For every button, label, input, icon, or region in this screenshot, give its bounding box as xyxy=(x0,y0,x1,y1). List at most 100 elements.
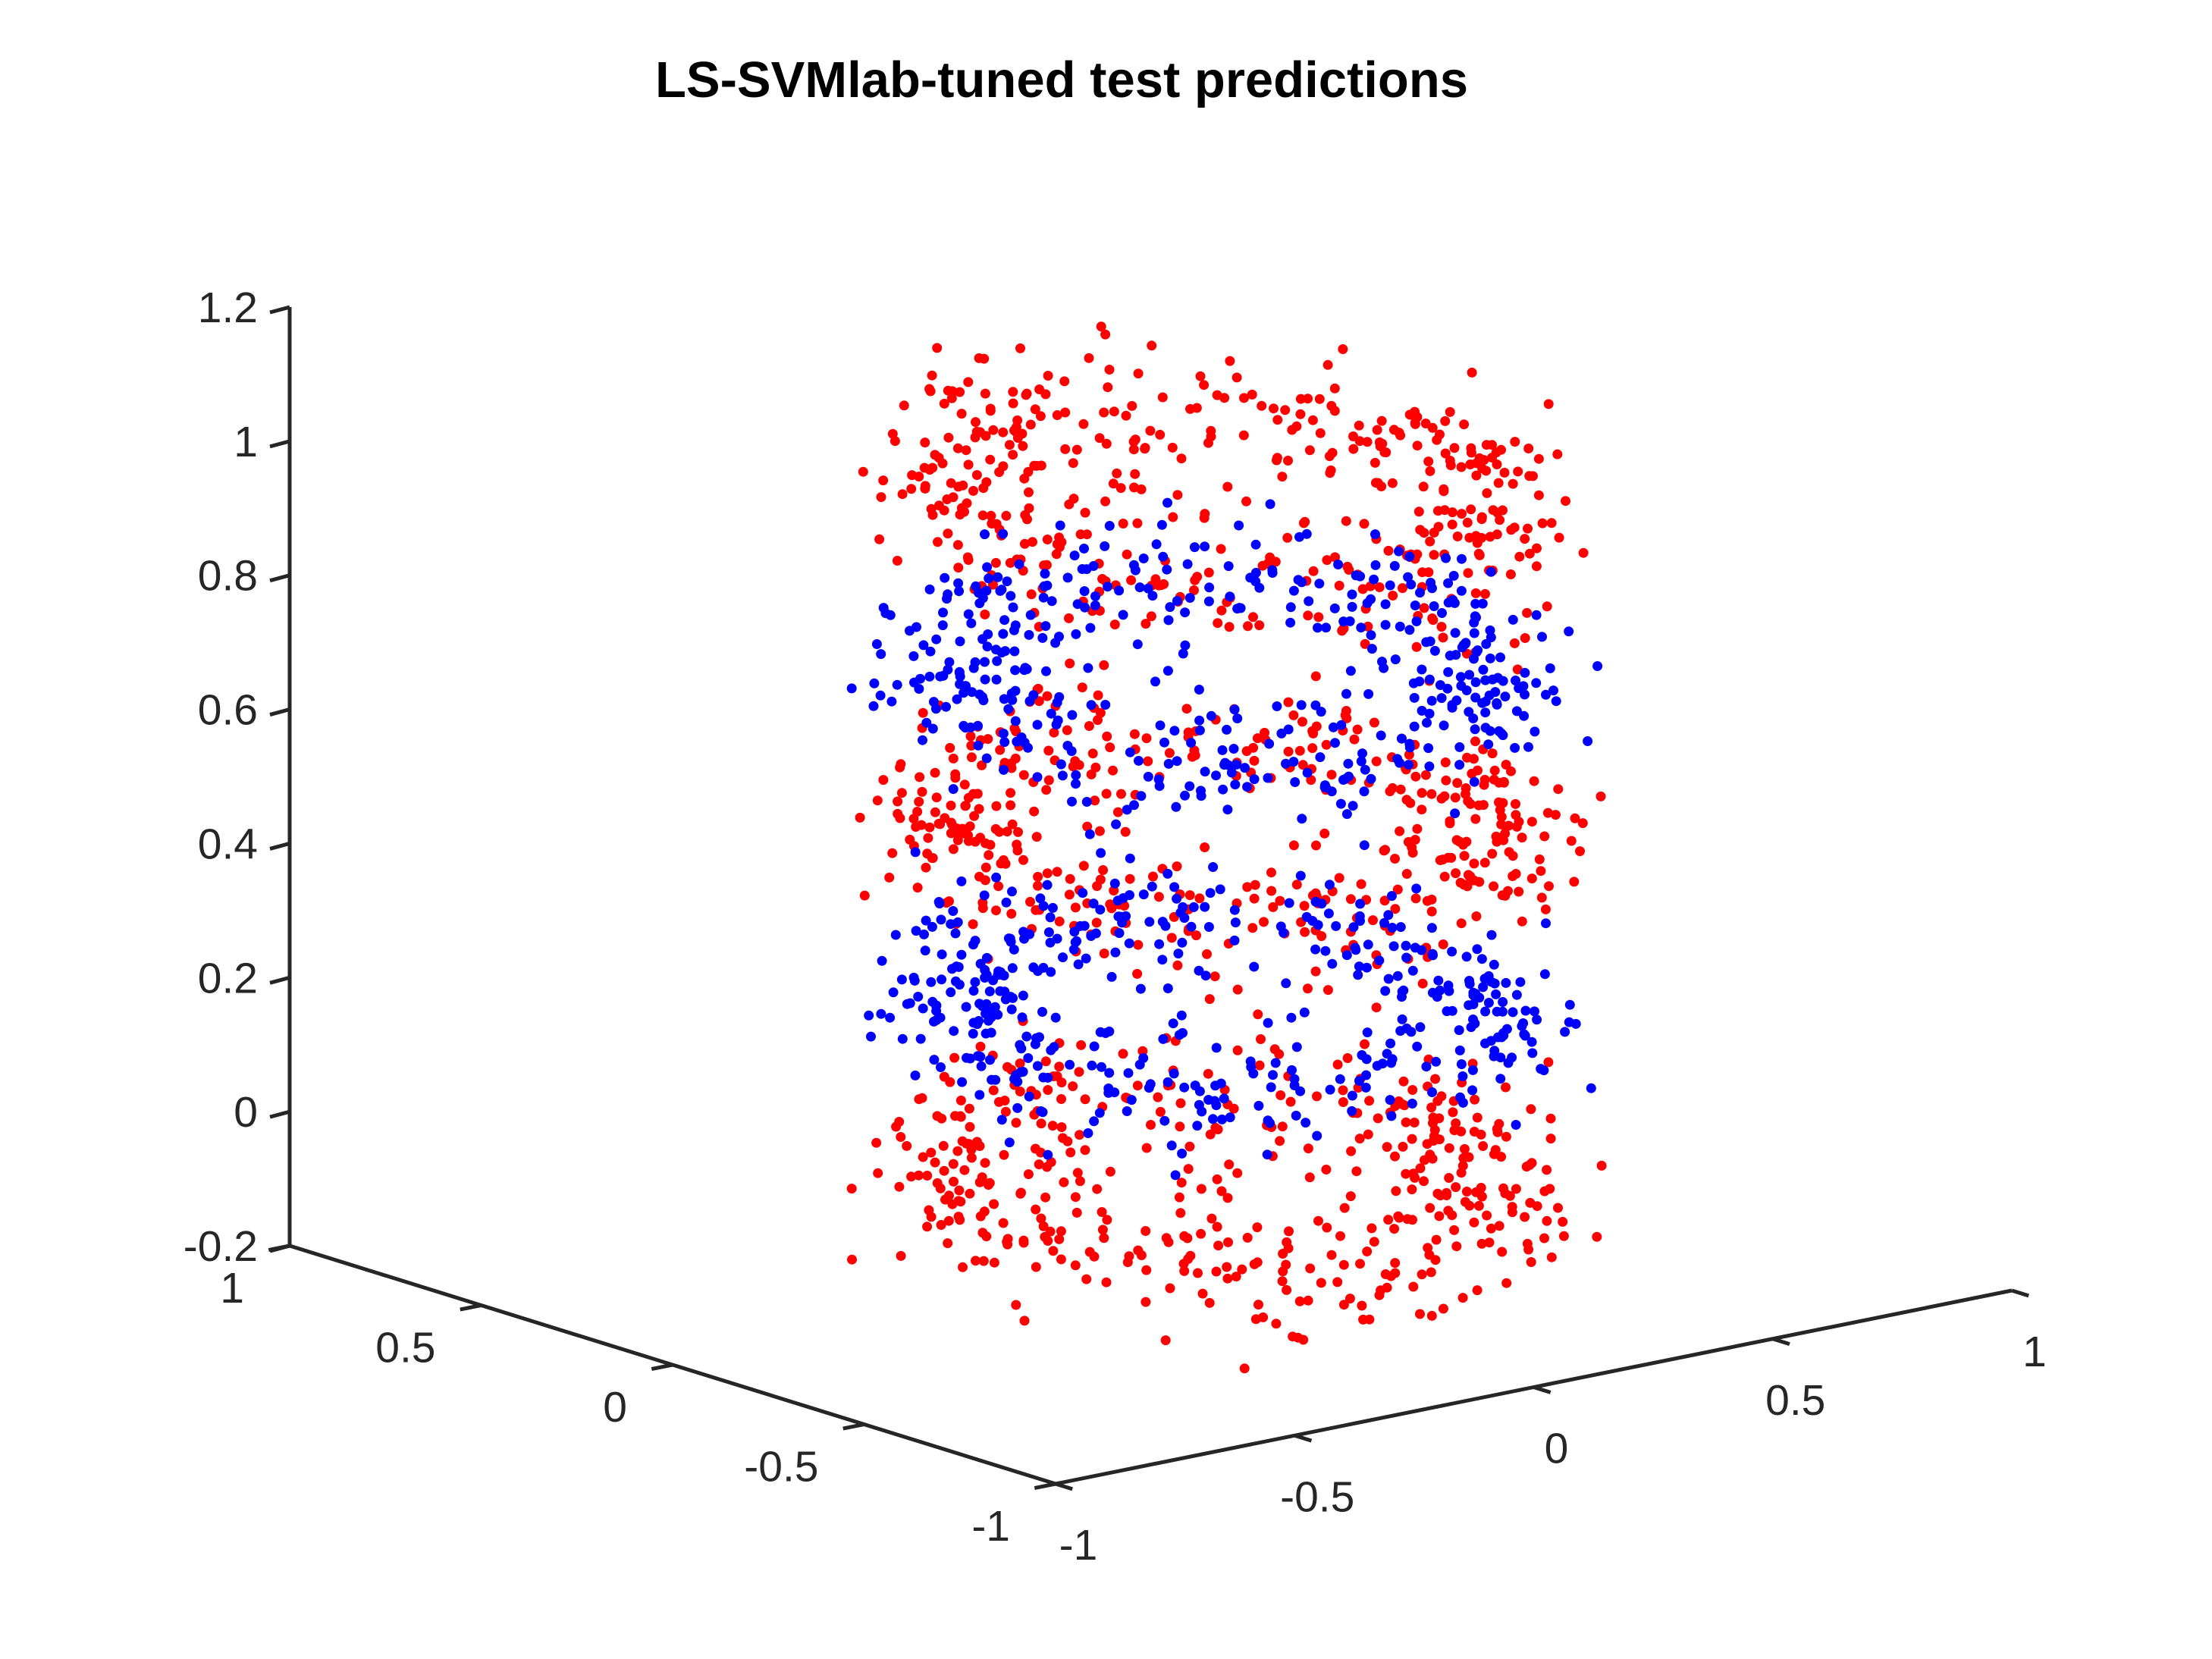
scatter-point xyxy=(1242,1232,1253,1243)
scatter-point xyxy=(1291,1110,1301,1121)
scatter-point xyxy=(1184,781,1195,792)
scatter-point xyxy=(963,459,974,470)
scatter-point xyxy=(1558,1231,1569,1241)
z-tick-label: 0.2 xyxy=(198,954,258,1002)
scatter-point xyxy=(1070,1192,1081,1203)
scatter-point xyxy=(1424,761,1435,772)
scatter-point xyxy=(1272,701,1282,711)
scatter-point xyxy=(1011,1300,1021,1310)
scatter-point xyxy=(1415,1163,1426,1174)
scatter-point xyxy=(1222,724,1232,735)
scatter-point xyxy=(1451,868,1461,879)
scatter-point xyxy=(1390,904,1401,914)
scatter-point xyxy=(1194,725,1205,735)
scatter-point xyxy=(1132,518,1143,528)
scatter-point xyxy=(1071,770,1081,780)
scatter-point xyxy=(980,609,990,619)
scatter-point xyxy=(1410,406,1420,417)
scatter-point xyxy=(1043,1149,1053,1160)
scatter-point xyxy=(1011,1118,1021,1128)
scatter-point xyxy=(1158,551,1169,562)
scatter-point xyxy=(1462,517,1473,528)
scatter-point xyxy=(1420,419,1431,428)
scatter-point xyxy=(1407,842,1417,853)
scatter-point xyxy=(1477,698,1488,708)
scatter-point xyxy=(1454,1025,1464,1036)
scatter-point xyxy=(977,760,987,770)
scatter-point xyxy=(943,385,953,396)
scatter-point xyxy=(1084,721,1094,731)
scatter-point xyxy=(1210,1096,1220,1106)
scatter-point xyxy=(1552,449,1563,459)
scatter-point xyxy=(1310,671,1321,682)
scatter-point xyxy=(1422,717,1432,728)
scatter-point xyxy=(1015,1067,1026,1077)
scatter-point xyxy=(1345,1191,1356,1202)
scatter-point xyxy=(1190,575,1200,585)
scatter-point xyxy=(1171,801,1181,812)
scatter-point xyxy=(1388,941,1399,952)
scatter-point xyxy=(911,822,921,832)
scatter-point xyxy=(1262,1149,1272,1160)
scatter-point xyxy=(1106,971,1117,982)
scatter-point xyxy=(846,683,857,694)
scatter-point xyxy=(1347,589,1357,600)
scatter-point xyxy=(1440,416,1451,426)
scatter-point xyxy=(1486,930,1497,940)
scatter-point xyxy=(1203,567,1214,578)
scatter-point xyxy=(923,833,933,843)
scatter-point xyxy=(1187,751,1197,762)
scatter-point xyxy=(1277,1276,1288,1287)
scatter-point xyxy=(1470,814,1481,824)
scatter-point xyxy=(1157,955,1168,965)
scatter-point xyxy=(939,1165,949,1176)
scatter-point xyxy=(1526,1257,1536,1267)
scatter-point xyxy=(1322,985,1333,996)
scatter-point xyxy=(1410,419,1420,429)
scatter-point xyxy=(929,1055,940,1065)
scatter-point xyxy=(1313,1215,1323,1226)
scatter-point xyxy=(1095,905,1106,915)
scatter-point xyxy=(1303,1295,1313,1306)
scatter-point xyxy=(1295,409,1306,419)
scatter-point xyxy=(1595,791,1606,801)
scatter-point xyxy=(1046,967,1056,977)
scatter-point xyxy=(1489,959,1499,970)
scatter-point xyxy=(998,1218,1009,1228)
scatter-point xyxy=(1232,1045,1243,1055)
scatter-point xyxy=(1104,1026,1115,1036)
scatter-point xyxy=(998,528,1009,539)
scatter-point xyxy=(1120,826,1131,837)
scatter-point xyxy=(1592,661,1603,671)
scatter-point xyxy=(1425,466,1435,476)
scatter-point xyxy=(1357,1300,1367,1311)
scatter-point xyxy=(893,796,903,807)
scatter-point xyxy=(1293,575,1304,585)
scatter-point xyxy=(984,986,995,996)
scatter-point xyxy=(998,427,1009,437)
scatter-point xyxy=(1471,911,1482,921)
scatter-point xyxy=(1482,1210,1492,1221)
scatter-point xyxy=(1049,727,1059,738)
scatter-point xyxy=(979,353,990,364)
scatter-point xyxy=(1205,1129,1216,1140)
scatter-point xyxy=(1079,544,1089,554)
scatter-point xyxy=(1321,623,1332,633)
scatter-point xyxy=(935,819,946,830)
scatter-point xyxy=(977,692,988,702)
scatter-point xyxy=(1041,666,1051,676)
scatter-point xyxy=(1417,705,1427,716)
scatter-point xyxy=(998,729,1009,739)
scatter-point xyxy=(1354,420,1364,431)
scatter-point xyxy=(952,540,963,550)
scatter-point xyxy=(1252,733,1263,744)
scatter-point xyxy=(1401,869,1412,879)
scatter-point xyxy=(1035,411,1046,422)
scatter-point xyxy=(1387,782,1398,793)
scatter-point xyxy=(1138,889,1149,900)
scatter-point xyxy=(1158,1033,1169,1044)
scatter-point xyxy=(1474,877,1485,887)
scatter-point xyxy=(1465,798,1476,809)
scatter-point xyxy=(1558,1216,1568,1227)
scatter-point xyxy=(1299,901,1310,911)
